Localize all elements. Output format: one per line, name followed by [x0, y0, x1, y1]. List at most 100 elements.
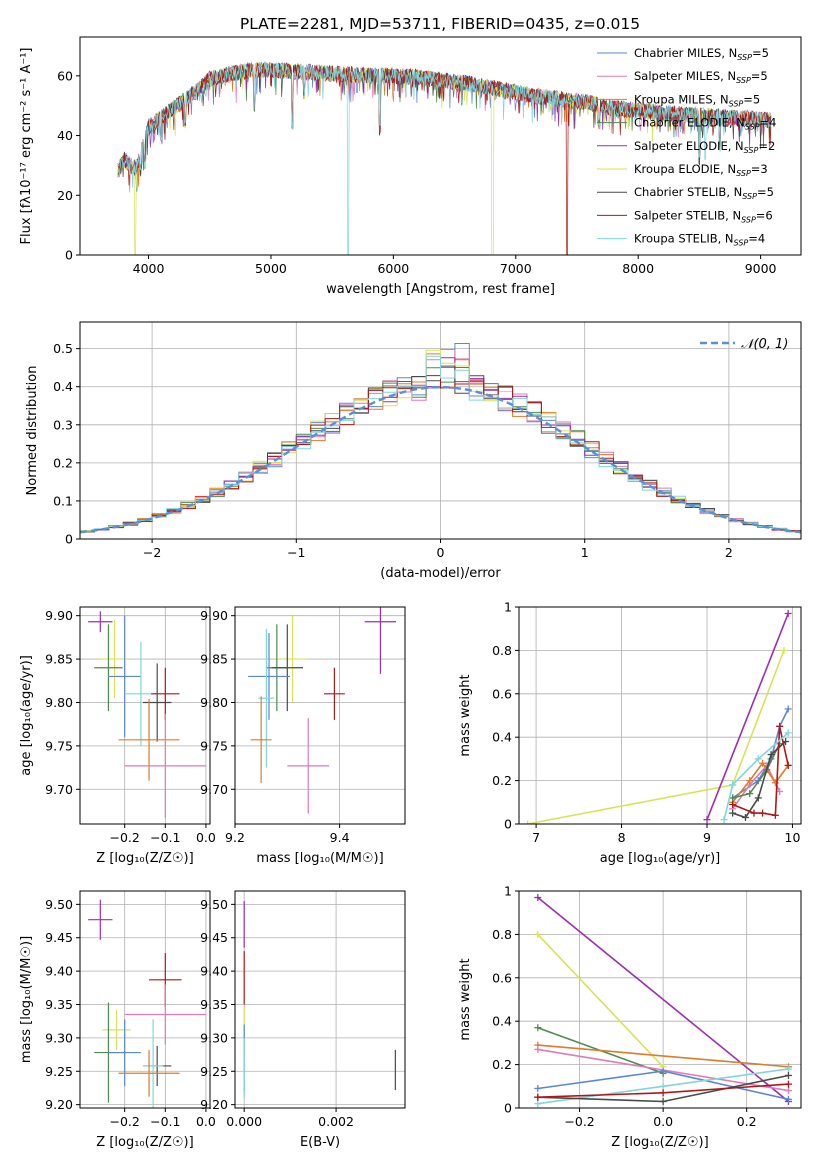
legend-label: Kroupa ELODIE, NSSP=3: [634, 162, 768, 178]
errorbars: [88, 611, 206, 818]
x-tick-label: 9000: [745, 261, 777, 276]
legend-label-sub: SSP: [744, 146, 759, 155]
x-tick-label: −2: [143, 545, 161, 560]
weight-line-salpeter-stelib: [732, 726, 789, 817]
legend-label-sub: SSP: [742, 192, 757, 201]
x-tick-label: 7000: [500, 261, 532, 276]
y-axis-label: age [log₁₀(age/yr)]: [19, 655, 34, 776]
x-tick-label: 4000: [133, 261, 165, 276]
spectrum-panel: 4000 5000 6000 7000 8000 9000 0 20 40 60 wavelengt…: [19, 36, 802, 297]
axes-frame: [234, 606, 406, 825]
y-tick-label: 9.85: [45, 652, 73, 667]
x-tick-label: 9.4: [330, 830, 350, 845]
y-axis-label: Flux [fλ10⁻¹⁷ erg cm⁻² s⁻¹ A⁻¹]: [19, 48, 34, 245]
legend-label-base: Chabrier ELODIE, N: [634, 116, 745, 130]
legend-label-sub: SSP: [736, 169, 751, 178]
mass-vs-Z-panel: −0.2 −0.1 0.0 9.20 9.25 9.30 9.35 9.40 9.45 9.50 Z…: [19, 890, 216, 1150]
legend-label-base: Salpeter MILES, N: [634, 69, 736, 83]
x-tick-label: 10: [785, 830, 801, 845]
x-tick-label: −0.1: [150, 1114, 180, 1129]
axes-frame: [79, 606, 211, 825]
y-tick-label: 9.40: [200, 964, 228, 979]
x-tick-label: 7: [532, 830, 540, 845]
x-axis-label: E(B-V): [300, 1135, 340, 1150]
errorbars: [243, 901, 396, 1098]
weight-lines: [524, 610, 792, 824]
legend-label-tail: =4: [748, 232, 765, 246]
weight-line-kroupa-stelib: [723, 732, 789, 820]
age-vs-mass-panel: 9.2 9.4 9.70 9.75 9.80 9.85 9.90 mass [log₁₀(M/…: [200, 606, 406, 866]
y-tick-label: 9.75: [200, 738, 228, 753]
y-tick-label: 9.90: [200, 608, 228, 623]
y-tick-label: 9.20: [200, 1097, 228, 1112]
y-axis-label: Normed distribution: [25, 366, 40, 496]
weight-line-kroupa-miles: [537, 1044, 789, 1068]
x-axis-label: wavelength [Angstrom, rest frame]: [326, 282, 555, 297]
legend-label: Kroupa STELIB, NSSP=4: [634, 232, 765, 248]
weight-line-kroupa-elodie: [537, 933, 664, 1068]
y-tick-label: 0: [504, 1101, 512, 1116]
axes-frame: [518, 890, 802, 1109]
legend-label-base: Chabrier MILES, N: [634, 46, 737, 60]
y-axis-label: mass weight: [458, 958, 473, 1040]
y-tick-label: 9.20: [45, 1097, 73, 1112]
y-tick-label: 9.85: [200, 652, 228, 667]
weight-line-chabrier-elodie: [732, 743, 781, 799]
age-vs-Z-panel: −0.2 −0.1 0.0 9.70 9.75 9.80 9.85 9.90 Z [log₁₀(…: [19, 606, 216, 866]
y-axis-label: mass weight: [458, 674, 473, 756]
y-tick-label: 9.40: [45, 964, 73, 979]
normal-curve: [80, 385, 801, 534]
legend-label-sub: SSP: [737, 53, 752, 62]
y-tick-label: 9.25: [45, 1064, 73, 1079]
axes-frame: [79, 36, 802, 256]
legend-label-base: Chabrier STELIB, N: [634, 185, 742, 199]
legend-label: Salpeter ELODIE, NSSP=2: [634, 139, 775, 155]
legend-label-sub: SSP: [745, 123, 760, 132]
y-tick-label: 9.30: [200, 1030, 228, 1045]
y-tick-label: 9.45: [200, 930, 228, 945]
legend-label-tail: =5: [743, 92, 760, 106]
histogram-kroupa-stelib: [80, 355, 801, 534]
weight-lines: [534, 894, 792, 1108]
x-tick-label: 0.0: [196, 1114, 216, 1129]
y-tick-label: 9.90: [45, 608, 73, 623]
errorbars: [248, 607, 397, 814]
y-tick-label: 60: [57, 68, 73, 83]
weight-vs-Z-panel: −0.2 0.0 0.2 0 0.2 0.4 0.6 0.8 1 Z [log₁₀(Z/Z☉)] m…: [458, 884, 802, 1150]
x-tick-label: −0.1: [150, 830, 180, 845]
legend-label-base: Salpeter STELIB, N: [634, 208, 741, 222]
y-tick-label: 9.35: [200, 997, 228, 1012]
y-tick-label: 0.8: [492, 927, 512, 942]
x-tick-label: 9.2: [225, 830, 245, 845]
y-tick-label: 40: [57, 128, 73, 143]
x-tick-label: 8: [618, 830, 626, 845]
legend-label-base: Kroupa MILES, N: [634, 92, 729, 106]
x-tick-label: 0: [437, 545, 445, 560]
legend-label-tail: =3: [751, 162, 768, 176]
x-axis-label: Z [log₁₀(Z/Z☉)]: [96, 851, 193, 866]
x-axis-label: Z [log₁₀(Z/Z☉)]: [611, 1135, 708, 1150]
x-tick-label: −0.2: [110, 830, 140, 845]
legend-label: 𝒩(0, 1): [741, 337, 788, 352]
y-tick-label: 0.4: [492, 730, 512, 745]
histogram-series: [80, 343, 801, 535]
y-tick-label: 9.80: [200, 695, 228, 710]
legend-label: Kroupa MILES, NSSP=5: [634, 92, 760, 108]
y-tick-label: 1: [504, 884, 512, 899]
residuals-legend: 𝒩(0, 1): [700, 337, 788, 352]
y-tick-label: 9.70: [45, 782, 73, 797]
weight-line-salpeter-elodie: [706, 613, 789, 820]
x-axis-label: Z [log₁₀(Z/Z☉)]: [96, 1135, 193, 1150]
y-axis-label: mass [log₁₀(M/M☉)]: [19, 936, 34, 1063]
x-axis-label: (data-model)/error: [380, 566, 501, 581]
legend-label: Salpeter MILES, NSSP=5: [634, 69, 768, 85]
legend-label-base: Kroupa ELODIE, N: [634, 162, 736, 176]
legend-label: Chabrier MILES, NSSP=5: [634, 46, 769, 62]
y-tick-label: 9.30: [45, 1030, 73, 1045]
legend-label-tail: =6: [756, 208, 773, 222]
y-tick-label: 0.5: [53, 341, 73, 356]
x-tick-label: 6000: [377, 261, 409, 276]
legend-label-sub: SSP: [729, 99, 744, 108]
